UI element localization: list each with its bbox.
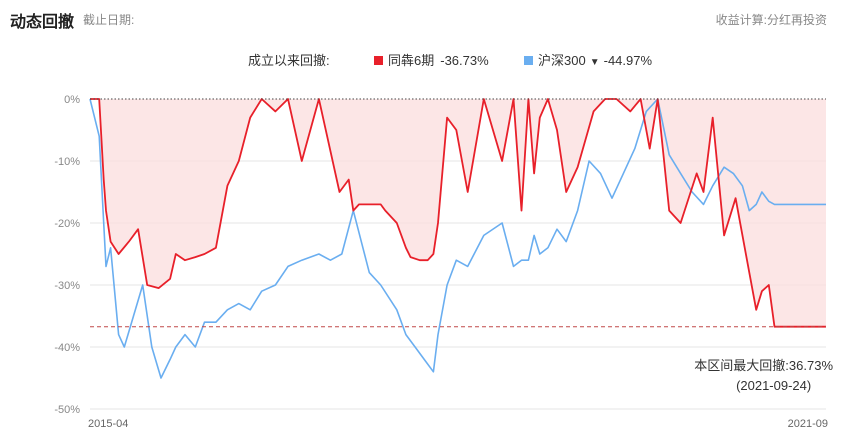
fund-drawdown-fill: [90, 99, 826, 327]
legend-index-name: 沪深300: [538, 53, 586, 68]
axis-labels: 0% -10% -20% -30% -40% -50% 2015-04 2021-09: [54, 94, 828, 430]
x-tick-label: 2015-04: [88, 418, 128, 430]
legend-swatch-fund: [374, 56, 383, 65]
legend-label: 成立以来回撤:: [248, 53, 330, 68]
legend-fund-name: 同犇6期: [388, 53, 435, 68]
y-tick-label: -20%: [54, 218, 80, 230]
y-tick-label: -40%: [54, 342, 80, 354]
legend: 成立以来回撤: 同犇6期 -36.73% 沪深300 ▼ -44.97%: [0, 50, 849, 70]
max-drawdown-value: 36.73%: [788, 358, 833, 373]
cutoff-date-label: 截止日期:: [83, 13, 135, 27]
series-line-index: [89, 98, 826, 379]
legend-index-value: -44.97%: [603, 53, 653, 68]
return-calc-label: 收益计算:分红再投资: [715, 13, 827, 27]
max-drawdown-annotation: 本区间最大回撤:36.73% (2021-09-24): [694, 356, 833, 396]
series-line-fund: [90, 98, 826, 328]
y-tick-label: -10%: [54, 156, 80, 168]
y-tick-label: -50%: [54, 404, 80, 416]
y-tick-label: -30%: [54, 280, 80, 292]
x-tick-label: 2021-09: [788, 418, 828, 430]
chart-title: 动态回撤: [10, 14, 75, 31]
series-lines: [89, 98, 826, 379]
max-drawdown-label: 本区间最大回撤:: [694, 358, 789, 373]
legend-item-fund[interactable]: 同犇6期 -36.73%: [374, 50, 489, 69]
y-tick-label: 0%: [64, 94, 80, 106]
dropdown-caret-icon[interactable]: ▼: [589, 57, 600, 68]
legend-item-index[interactable]: 沪深300 ▼ -44.97%: [524, 50, 652, 69]
fund-drawdown-area: [90, 99, 826, 327]
max-drawdown-date: (2021-09-24): [736, 378, 812, 393]
reference-lines: [90, 98, 826, 328]
legend-fund-value: -36.73%: [440, 53, 489, 68]
legend-swatch-index: [524, 56, 533, 65]
chart-header: 动态回撤 截止日期: 收益计算:分红再投资: [0, 0, 849, 34]
